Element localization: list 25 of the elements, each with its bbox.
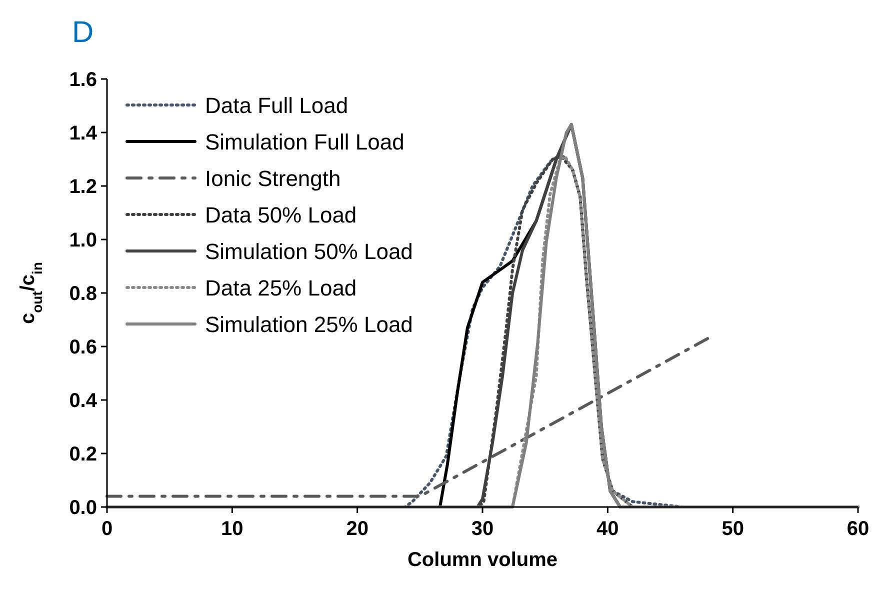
y-tick-label: 0.0 — [69, 497, 97, 519]
y-tick-label: 0.8 — [69, 283, 97, 305]
x-tick-label: 50 — [722, 518, 744, 540]
y-tick-label: 1.6 — [69, 69, 97, 91]
legend-label: Simulation 50% Load — [205, 239, 413, 264]
y-tick-label: 1.2 — [69, 176, 97, 198]
legend-label: Simulation Full Load — [205, 130, 404, 154]
x-tick-label: 10 — [221, 518, 244, 540]
x-tick-label: 20 — [346, 518, 368, 540]
x-tick-label: 0 — [101, 518, 113, 540]
legend-label: Ionic Strength — [205, 166, 341, 191]
x-axis-title: Column volume — [407, 549, 558, 571]
legend-label: Data Full Load — [205, 93, 348, 118]
x-tick-label: 40 — [596, 518, 619, 540]
legend-label: Data 25% Load — [205, 276, 357, 300]
legend-label: Data 50% Load — [205, 202, 357, 228]
x-tick-label: 60 — [846, 518, 870, 540]
legend-label: Simulation 25% Load — [205, 312, 413, 337]
y-tick-label: 0.2 — [69, 444, 97, 466]
y-tick-label: 0.6 — [69, 336, 97, 358]
y-tick-label: 1.0 — [69, 230, 97, 252]
chart-title: D — [72, 16, 94, 49]
x-tick-label: 30 — [471, 518, 494, 540]
y-tick-label: 0.4 — [69, 390, 98, 412]
y-tick-label: 1.4 — [69, 122, 98, 144]
